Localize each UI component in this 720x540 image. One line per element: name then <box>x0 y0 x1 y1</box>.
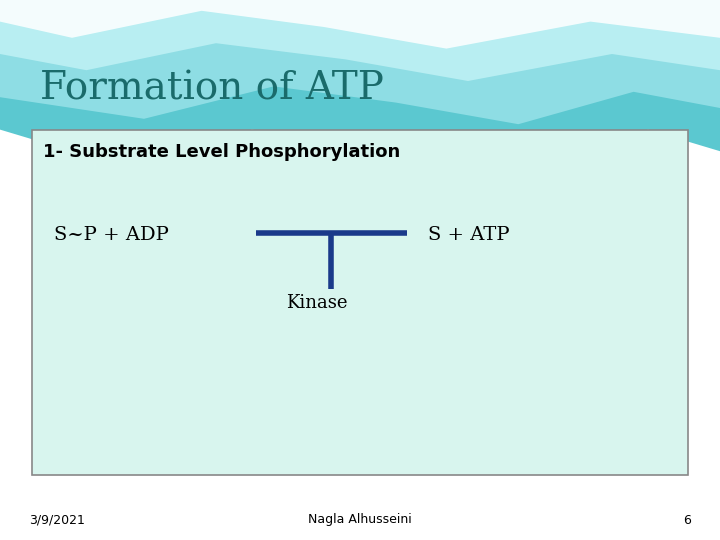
Polygon shape <box>0 0 720 49</box>
Bar <box>0 119 720 540</box>
Polygon shape <box>0 0 720 81</box>
Text: S + ATP: S + ATP <box>428 226 510 244</box>
Text: 6: 6 <box>683 514 691 526</box>
Text: Kinase: Kinase <box>286 294 348 312</box>
Text: Nagla Alhusseini: Nagla Alhusseini <box>308 514 412 526</box>
Text: 3/9/2021: 3/9/2021 <box>29 514 85 526</box>
Text: 1- Substrate Level Phosphorylation: 1- Substrate Level Phosphorylation <box>43 143 400 161</box>
Polygon shape <box>0 0 720 173</box>
Text: S~P + ADP: S~P + ADP <box>54 226 169 244</box>
Polygon shape <box>0 0 720 124</box>
Text: Formation of ATP: Formation of ATP <box>40 71 384 108</box>
FancyBboxPatch shape <box>32 130 688 475</box>
